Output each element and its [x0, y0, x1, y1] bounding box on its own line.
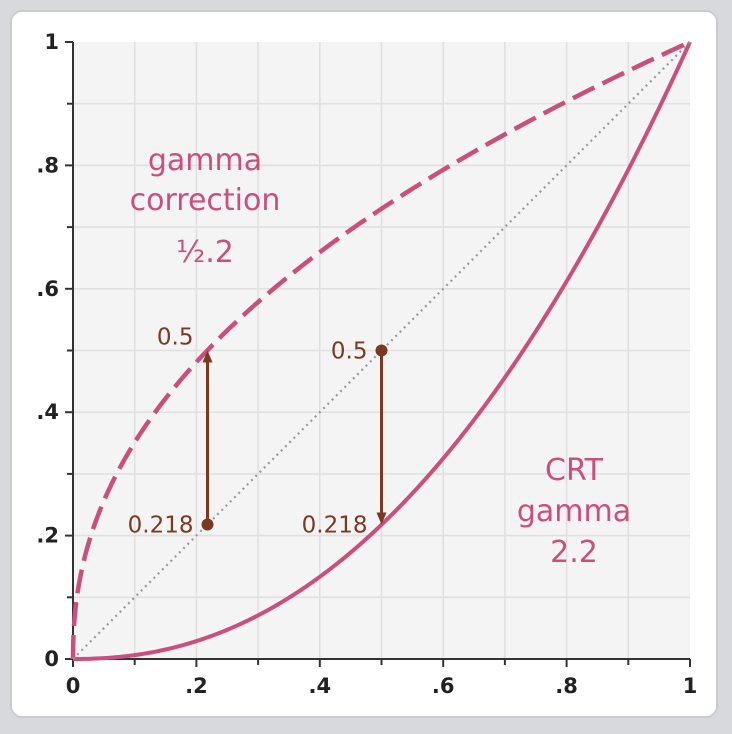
series-line-solid [73, 41, 692, 661]
crt-label-line-1: CRT [545, 453, 604, 488]
correction-label-line-1: gamma [148, 143, 262, 178]
annotation-point [375, 344, 388, 357]
y-tick-label: 0 [44, 647, 59, 671]
x-tick-label: 1 [683, 674, 698, 698]
annotation-point [201, 518, 214, 531]
y-tick-label: .8 [36, 153, 59, 177]
series-line-dotted [72, 41, 691, 660]
annotation-arrow-head [376, 512, 387, 525]
x-tick-label: .2 [185, 674, 208, 698]
correction-label-line-2: correction [130, 183, 281, 218]
crt-label-line-3: 2.2 [550, 535, 598, 570]
annotation-end-label: 0.218 [302, 512, 368, 538]
annotation-start-label: 0.5 [331, 339, 368, 365]
axes: 0 .2 .4 .6 .8 1 0 .2 .4 .6 .8 1 [36, 30, 697, 698]
x-tick-label: 0 [66, 674, 81, 698]
y-tick-label: .6 [36, 277, 59, 301]
series-line-dashed [70, 39, 691, 660]
annotation-end-label: 0.5 [157, 325, 194, 351]
y-tick-label: 1 [44, 30, 59, 54]
annotation-start-label: 0.218 [128, 512, 194, 538]
curve-labels: gamma correction ½.2 CRT gamma 2.2 [130, 143, 632, 570]
y-tick-label: .4 [36, 400, 59, 424]
annotation-arrow-head [202, 350, 213, 363]
crt-label-line-2: gamma [517, 494, 631, 529]
x-tick-label: .6 [432, 674, 455, 698]
annotation-layer: 0.218 0.5 0.5 0.218 [128, 325, 388, 538]
series-layer [70, 39, 692, 661]
y-tick-label: .2 [36, 524, 59, 548]
x-tick-label: .8 [555, 674, 578, 698]
x-tick-label: .4 [309, 674, 332, 698]
correction-label-line-3: ½.2 [176, 235, 234, 270]
